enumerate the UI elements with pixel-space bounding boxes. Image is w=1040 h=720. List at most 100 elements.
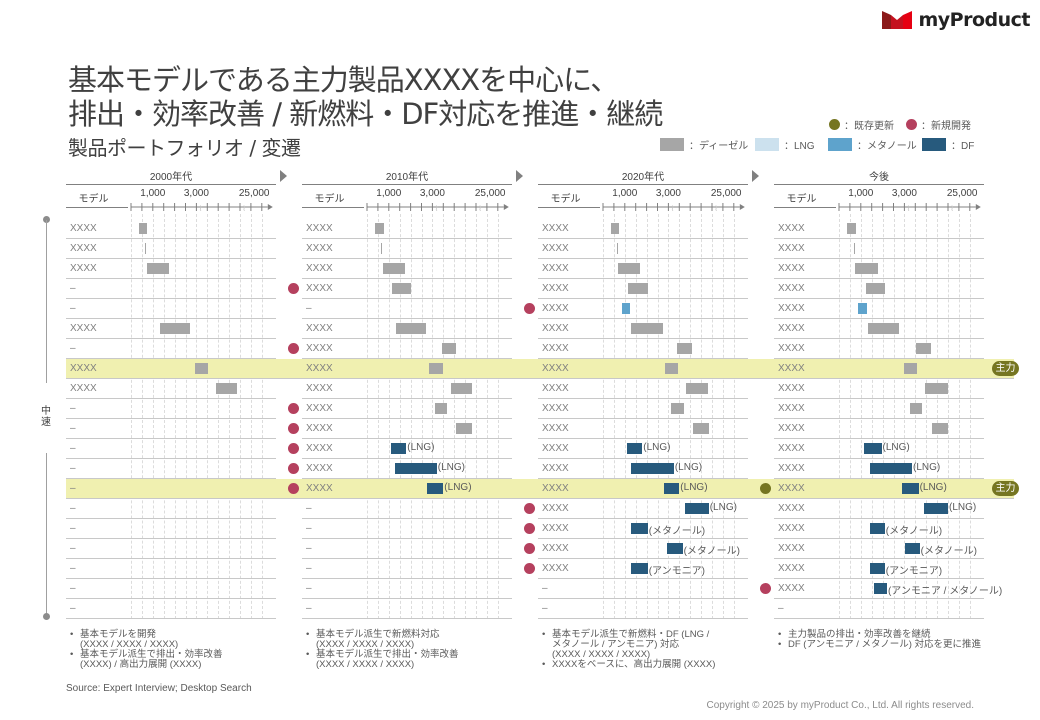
grid-line — [218, 214, 220, 619]
table-row: XXXX — [302, 259, 512, 279]
grid-line — [476, 214, 477, 619]
range-bar-df — [924, 503, 948, 514]
grid-line — [174, 214, 176, 619]
axis-arrow-icon — [739, 204, 745, 210]
range-bar-diesel — [916, 343, 931, 354]
range-bar-df — [631, 463, 674, 474]
range-bar-diesel — [396, 323, 426, 334]
model-name: XXXX — [542, 483, 569, 494]
era-notes: 基本モデル派生で新燃料・DF (LNG /メタノール / アンモニア) 対応(X… — [542, 630, 715, 671]
model-name: XXXX — [778, 303, 805, 314]
axis-tick-label: 3,000 — [655, 188, 681, 199]
grid-line — [701, 214, 703, 619]
axis-break-icon: ≀ — [950, 203, 953, 213]
table-row: XXXX (アンモニア) — [538, 559, 748, 579]
axis-tick-label: 1,000 — [140, 188, 166, 199]
model-column-header: モデル — [550, 194, 581, 205]
note-item: XXXXをベースに、高出力展開 (XXXX) — [542, 660, 715, 671]
range-bar-diesel — [216, 383, 237, 394]
model-name: XXXX — [778, 563, 805, 574]
fuel-label: (LNG) — [444, 482, 472, 493]
grid-line — [388, 214, 390, 619]
model-name: XXXX — [778, 463, 805, 474]
grid-line — [733, 214, 735, 619]
flagship-badge: 主力 — [992, 481, 1019, 496]
model-name: XXXX — [778, 523, 805, 534]
model-name: XXXX — [778, 323, 805, 334]
grid-line — [904, 214, 906, 619]
range-bar-df — [902, 483, 919, 494]
table-row: – — [538, 599, 748, 619]
fuel-label: (LNG) — [680, 482, 708, 493]
model-name: – — [306, 603, 312, 614]
table-row: XXXX (LNG) — [538, 479, 774, 499]
fuel-label: (メタノール) — [648, 526, 706, 537]
axis-tick-label: 25,000 — [946, 188, 978, 199]
brand-name: myProduct — [918, 9, 1030, 31]
table-row: XXXX (LNG) — [538, 499, 748, 519]
model-name: XXXX — [542, 243, 569, 254]
table-row: XXXX (LNG) — [302, 459, 512, 479]
note-item: 基本モデルを開発(XXXX / XXXX / XXXX) — [70, 630, 223, 650]
range-bar-diesel — [392, 283, 411, 294]
grid-line — [937, 214, 939, 619]
diesel-swatch-icon — [660, 138, 684, 151]
table-row: XXXX — [538, 219, 748, 239]
table-row: XXXX (LNG) — [302, 439, 512, 459]
table-row: XXXX — [538, 279, 748, 299]
range-bar-diesel — [374, 223, 385, 234]
table-row: XXXX (メタノール) — [774, 519, 984, 539]
model-name: XXXX — [306, 323, 333, 334]
range-bar-diesel — [144, 243, 147, 254]
era-notes: 主力製品の排出・効率改善を継続DF (アンモニア / メタノール) 対応を更に推… — [778, 630, 981, 651]
model-name: – — [70, 463, 76, 474]
new-development-dot-icon — [288, 483, 299, 494]
brand-mark-icon — [882, 11, 913, 29]
table-row: XXXX — [774, 299, 984, 319]
table-row: – — [302, 299, 512, 319]
axis-break-icon: ≀ — [714, 203, 717, 213]
model-name: XXXX — [542, 503, 569, 514]
range-bar-diesel — [846, 223, 857, 234]
range-bar-diesel — [628, 283, 648, 294]
fuel-label: (LNG) — [919, 482, 947, 493]
model-name: XXXX — [306, 423, 333, 434]
axis-arrow-icon — [975, 204, 981, 210]
new-development-dot-icon — [524, 503, 535, 514]
range-bar-diesel — [693, 423, 709, 434]
grid-line — [141, 214, 143, 619]
model-name: – — [70, 403, 76, 414]
legend-marker-existing: ：既存更新 — [829, 117, 894, 132]
grid-line — [410, 214, 412, 619]
brand-logo: myProduct — [882, 9, 1030, 31]
legend-label: ：メタノール — [857, 141, 917, 152]
grid-line — [486, 214, 488, 619]
new-development-dot-icon — [288, 423, 299, 434]
grid-line — [860, 214, 862, 619]
grid-line — [849, 214, 851, 619]
era-notes: 基本モデル派生で新燃料対応(XXXX / XXXX / XXXX)基本モデル派生… — [306, 630, 459, 670]
table-row: XXXX — [538, 239, 748, 259]
model-name: – — [70, 583, 76, 594]
model-column-header: モデル — [314, 194, 345, 205]
model-name: – — [70, 283, 76, 294]
model-name: XXXX — [306, 443, 333, 454]
grid-line — [152, 214, 154, 619]
fuel-label: (LNG) — [913, 462, 941, 473]
legend-label: ：DF — [951, 141, 975, 152]
range-bar-diesel — [147, 263, 170, 274]
model-name: XXXX — [778, 243, 805, 254]
table-row: XXXX — [774, 279, 984, 299]
grid-line — [185, 214, 187, 619]
fuel-label: (アンモニア) — [885, 566, 943, 577]
model-name: XXXX — [306, 343, 333, 354]
page-title: 基本モデルである主力製品XXXXを中心に、 排出・効率改善 / 新燃料・DF対応… — [68, 63, 663, 131]
table-row: XXXX — [302, 239, 512, 259]
note-item: 主力製品の排出・効率改善を継続 — [778, 630, 981, 641]
range-bar-diesel — [931, 423, 948, 434]
table-row: XXXX — [66, 359, 302, 379]
range-bar-df — [667, 543, 683, 554]
range-bar-diesel — [380, 243, 383, 254]
range-bar-diesel — [909, 403, 922, 414]
model-name: – — [306, 523, 312, 534]
